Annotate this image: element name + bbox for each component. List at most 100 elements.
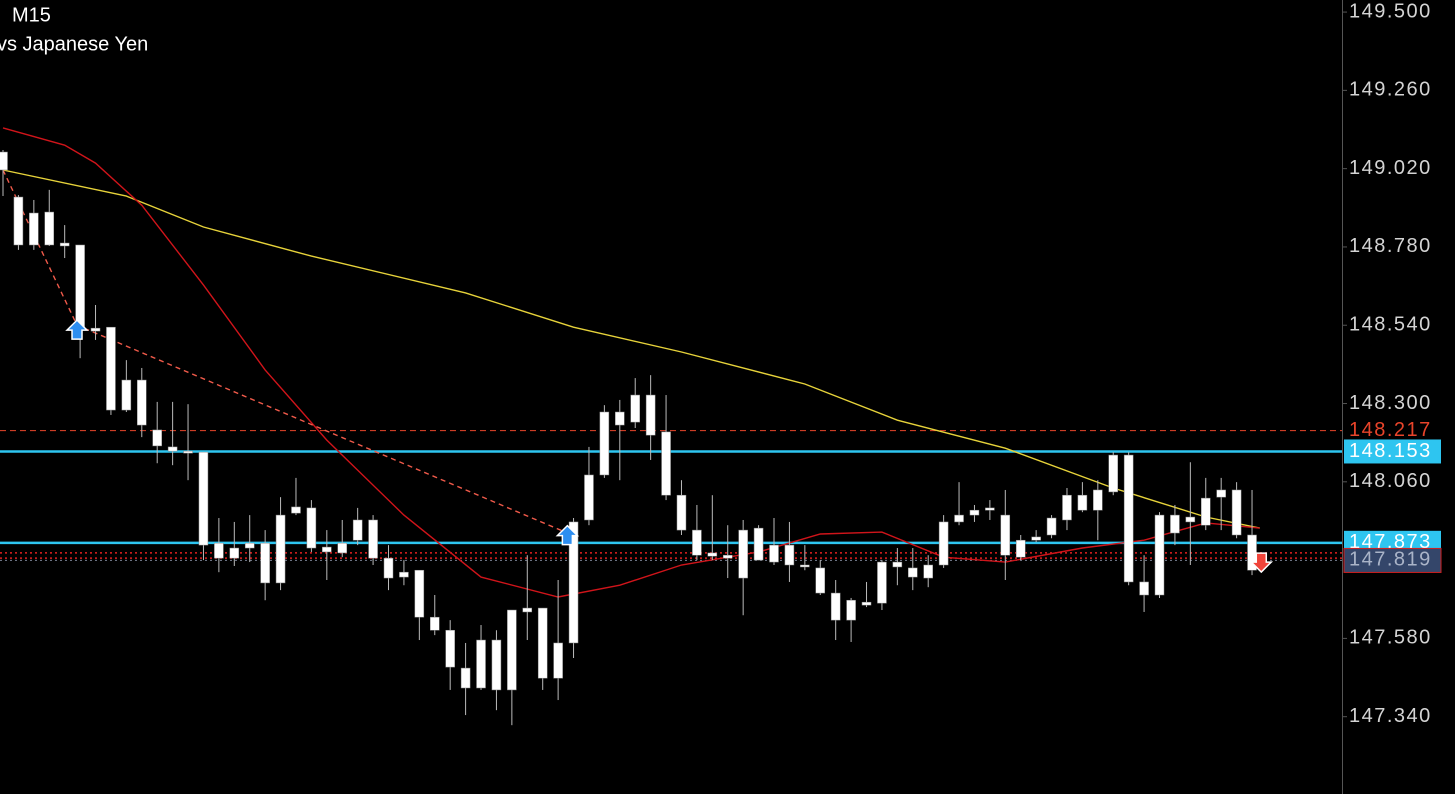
signal-arrow (555, 524, 580, 546)
candle-body (214, 542, 224, 559)
candle-body (553, 642, 563, 679)
candle-body (815, 567, 826, 594)
level-label: 147.873 (1349, 531, 1432, 553)
y-tick-label: 149.260 (1349, 79, 1432, 101)
candle-body (908, 567, 918, 578)
candle-body (0, 151, 8, 171)
candle-body (753, 527, 764, 561)
candle-body (645, 394, 656, 436)
y-tick-label: 147.580 (1349, 627, 1432, 649)
candle-body (399, 571, 409, 578)
candle-body (707, 552, 718, 557)
signal-arrow (65, 319, 89, 340)
candle-body (1216, 489, 1226, 498)
indicator-line (2, 127, 1260, 598)
y-tick-label: 149.500 (1349, 0, 1432, 22)
candle-body (1231, 489, 1242, 536)
candle-body (183, 450, 193, 454)
candle-body (969, 509, 980, 516)
candle-body (1170, 514, 1180, 534)
candle-body (13, 196, 24, 246)
candle-body (1154, 514, 1165, 596)
candle-body (1031, 536, 1041, 541)
candle-body (830, 592, 841, 621)
y-tick-label: 147.340 (1349, 705, 1432, 727)
candle-body (1046, 517, 1057, 536)
candle-body (167, 446, 178, 452)
candle-body (306, 507, 317, 549)
candle-body (430, 616, 440, 631)
candle-body (491, 639, 502, 691)
candle-body (445, 629, 455, 668)
price-axis: 149.500 149.260 149.020 148.780 148.540 148.3… (1342, 0, 1442, 727)
candle-body (722, 554, 733, 559)
candle-body (414, 569, 425, 618)
candle-body (769, 544, 779, 563)
candle-body (260, 542, 270, 584)
candle-body (892, 561, 903, 568)
candle-body (537, 607, 548, 679)
candle-body (1108, 454, 1118, 493)
candle-body (368, 519, 378, 559)
candle-body (152, 429, 162, 447)
candle-body (1093, 489, 1103, 511)
candle-body (692, 529, 702, 556)
candle-body (1139, 581, 1149, 596)
level-label: 147.819 (1349, 549, 1432, 571)
level-label-box (1344, 418, 1441, 443)
candle-body (738, 529, 748, 579)
candle-body (121, 379, 132, 411)
level-label-box (1343, 547, 1442, 573)
candle-body (322, 546, 332, 553)
y-tick-label: 149.020 (1349, 157, 1432, 179)
candle-body (75, 244, 85, 331)
y-tick-label: 148.300 (1349, 392, 1432, 414)
level-label: 148.153 (1349, 440, 1432, 462)
candle-body (1123, 454, 1134, 583)
candle-body (476, 639, 486, 689)
signal-arrow (1249, 552, 1274, 574)
candle-body (1062, 494, 1072, 521)
candle-body (275, 514, 286, 584)
chart-title: M15 (12, 4, 51, 26)
candle-body (229, 547, 240, 559)
candle-body (383, 557, 394, 579)
candle-body (954, 514, 964, 523)
candle-body (44, 211, 55, 246)
candle-body (291, 506, 301, 514)
candle-body (90, 327, 101, 332)
candle-body (522, 607, 533, 613)
candle-body (460, 667, 471, 689)
candle-body (352, 519, 363, 541)
candle-body (198, 451, 209, 546)
candle-body (1077, 494, 1088, 511)
y-tick-label: 148.060 (1349, 470, 1432, 492)
candle-body (661, 431, 671, 496)
candle-body (137, 379, 147, 426)
candle-body (106, 326, 116, 411)
candle-body (584, 474, 594, 521)
candle-body (1185, 516, 1196, 523)
candle-body (676, 494, 687, 531)
candle-body (29, 212, 39, 246)
candle-body (337, 542, 347, 554)
candle-body (861, 601, 872, 606)
y-tick-label: 148.540 (1349, 314, 1432, 336)
candle-body (615, 411, 625, 426)
candle-body (800, 564, 810, 568)
candle-body (784, 544, 795, 566)
chart-subtitle: vs Japanese Yen (0, 33, 148, 55)
candle-body (923, 564, 933, 579)
level-label-box (1344, 439, 1441, 464)
candle-body (59, 242, 70, 247)
candle-body (244, 542, 255, 549)
candle-body (1201, 497, 1211, 526)
y-tick-label: 148.780 (1349, 235, 1432, 257)
candle-body (1015, 539, 1026, 558)
candle-body (568, 521, 579, 644)
candle-body (985, 507, 995, 511)
candle-body (938, 521, 949, 566)
